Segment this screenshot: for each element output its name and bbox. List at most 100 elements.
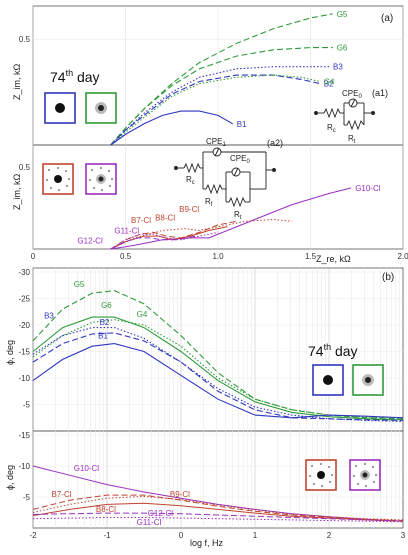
series-line-b2 — [110, 74, 320, 146]
panel-b-label: (b) — [382, 272, 394, 283]
series-line-b7-cl — [110, 220, 237, 250]
inset-a2-rf-label: Rf — [205, 197, 213, 208]
b-y-tick-label-top: -15 — [18, 348, 30, 357]
series-label-g6: G6 — [337, 44, 348, 53]
b-y-tick-label-bottom: -5 — [23, 493, 31, 502]
inset-a1-rc-label: Rc — [327, 123, 336, 134]
series-line-b9-cl — [32, 495, 404, 521]
series-label-g10-cl: G10-Cl — [74, 464, 100, 473]
series-line-b7-cl — [32, 494, 404, 522]
panel-b-day-label: 74th day — [308, 342, 358, 359]
b-x-tick-label: 0 — [179, 531, 184, 540]
a-x-tick-label: 1.5 — [305, 252, 317, 261]
sample-icon-red-cl — [42, 163, 74, 195]
series-label-b9-cl: B9-Cl — [179, 205, 199, 214]
b-x-tick-label: 3 — [401, 531, 406, 540]
series-line-g12-cl — [32, 512, 404, 522]
series-line-b1 — [110, 110, 234, 146]
day-number: 74 — [308, 343, 324, 359]
panel-a-bottom-series: G10-Cl B7-Cl B8-Cl B9-Cl G11-Cl G12-Cl — [77, 184, 381, 250]
series-label-b8-cl: B8-Cl — [96, 505, 116, 514]
inset-a2-rt-label: Rt — [234, 210, 242, 221]
panel-a-ylabel-top: Z_im, kΩ — [12, 63, 22, 100]
series-label-g4: G4 — [137, 310, 148, 319]
b-y-tick-label-top: -10 — [18, 374, 30, 383]
sample-icon-purple-cl — [85, 163, 117, 195]
series-label-g11-cl: G11-Cl — [114, 226, 139, 235]
b-y-tick-label-top: -20 — [18, 321, 30, 330]
series-line-g10-cl — [110, 187, 352, 250]
b-y-tick-label-bottom: -15 — [18, 431, 30, 440]
day-word: day — [73, 69, 99, 85]
sample-icon-purple-cl-b — [349, 459, 381, 491]
b-x-tick-label: 2 — [327, 531, 332, 540]
series-label-b7-cl: B7-Cl — [131, 216, 151, 225]
panel-a-day-label: 74th day — [50, 68, 100, 85]
inset-a1-rt-label: Rt — [348, 134, 356, 145]
panel-a-ylabel-bottom: Z_im, kΩ — [12, 173, 22, 210]
inset-a2-label: (a2) — [267, 138, 283, 148]
b-y-tick-label-bottom: -10 — [18, 462, 30, 471]
sample-icon-green-b — [352, 364, 384, 396]
day-word: day — [331, 343, 357, 359]
day-number: 74 — [50, 69, 66, 85]
series-label-g11-cl: G11-Cl — [137, 518, 162, 527]
series-label-g12-cl: G12-Cl — [77, 236, 103, 245]
series-label-b7-cl: B7-Cl — [52, 490, 72, 499]
b-y-tick-label-top: -5 — [23, 401, 31, 410]
series-label-g10-cl: G10-Cl — [355, 184, 381, 193]
inset-a1-circuit — [314, 98, 375, 131]
panel-b-ticks: -2 -1 0 1 2 3-30-25-20-15-10-5-15-10-5 — [18, 268, 405, 540]
series-label-b3: B3 — [44, 312, 54, 321]
panel-a-grid — [32, 6, 404, 249]
day-suffix: th — [66, 68, 74, 78]
series-label-b2: B2 — [324, 80, 334, 89]
series-line-g4 — [110, 74, 320, 146]
a-x-tick-label: 1.0 — [212, 252, 224, 261]
b-x-tick-label: -2 — [29, 531, 37, 540]
series-label-g5: G5 — [337, 10, 348, 19]
b-y-tick-label-top: -25 — [18, 295, 30, 304]
series-line-g12-cl — [110, 235, 196, 250]
series-line-b9-cl — [110, 218, 293, 250]
series-label-b2: B2 — [100, 318, 110, 327]
sample-icon-blue-b — [312, 364, 344, 396]
series-label-b9-cl: B9-Cl — [170, 490, 190, 499]
panel-b-ylabel-bottom: ϕ, deg — [5, 465, 15, 490]
series-line-b1 — [32, 343, 404, 419]
series-line-b3 — [32, 327, 404, 423]
sample-icon-red-cl-b — [305, 459, 337, 491]
a-y-tick-label-bottom: 0.5 — [19, 163, 31, 172]
inset-a1-label: (a1) — [372, 88, 388, 98]
b-x-tick-label: 1 — [253, 531, 258, 540]
panel-b-xlabel: log f, Hz — [190, 538, 224, 548]
panel-a-label: (a) — [381, 13, 393, 24]
series-label-g12-cl: G12-Cl — [148, 509, 174, 518]
b-y-tick-label-top: -30 — [18, 268, 30, 277]
series-line-g11-cl — [110, 231, 219, 250]
series-line-g6 — [110, 47, 333, 146]
a-x-tick-label: 0 — [31, 252, 36, 261]
a-x-tick-label: 0.5 — [120, 252, 132, 261]
a-x-tick-label: 2.0 — [397, 252, 408, 261]
series-line-g11-cl — [32, 517, 404, 523]
series-label-g6: G6 — [101, 301, 112, 310]
panel-a-ticks: 0 0.5 1.0 1.5 2.0 0.5 0.5 — [19, 35, 408, 261]
inset-a2-cpe1-label: CPE1 — [206, 137, 226, 148]
series-label-b3: B3 — [333, 63, 343, 72]
sample-icon-green — [85, 92, 117, 124]
series-line-b2 — [32, 332, 404, 421]
inset-a2-cpe0-label: CPE0 — [230, 154, 250, 165]
a-y-tick-label-top: 0.5 — [19, 35, 31, 44]
inset-a2-rc-label: Rc — [186, 175, 195, 186]
series-label-g5: G5 — [74, 280, 85, 289]
inset-a1-cpe-label: CPE0 — [342, 89, 362, 100]
panel-b-top-series: G5 G6 G4 B3 B2 B1 — [32, 280, 404, 423]
panel-a-xlabel: Z_re, kΩ — [316, 254, 351, 264]
sample-icon-blue — [44, 92, 76, 124]
day-suffix: th — [324, 342, 332, 352]
